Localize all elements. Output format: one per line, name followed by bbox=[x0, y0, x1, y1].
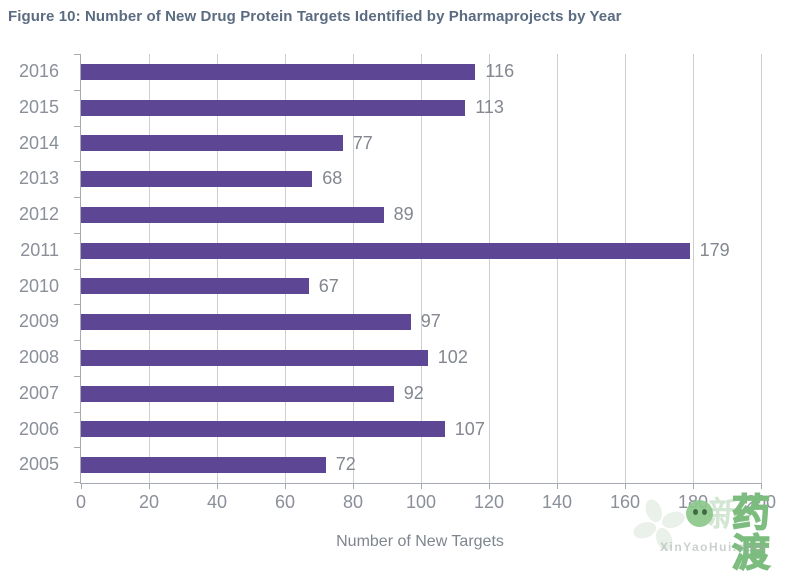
y-axis-tick bbox=[74, 304, 81, 306]
year-label: 2009 bbox=[18, 311, 59, 332]
year-label: 2014 bbox=[18, 132, 59, 153]
bar bbox=[81, 171, 313, 188]
value-label: 72 bbox=[335, 454, 356, 475]
x-axis-tick-label: 120 bbox=[473, 492, 505, 512]
y-axis-tick bbox=[74, 375, 81, 377]
value-label: 89 bbox=[393, 204, 414, 224]
year-label: 2012 bbox=[18, 204, 59, 224]
x-axis-title: Number of New Targets bbox=[336, 533, 504, 550]
value-label: 116 bbox=[485, 61, 515, 81]
bar bbox=[81, 349, 428, 366]
year-label: 2010 bbox=[18, 275, 59, 296]
y-axis-tick bbox=[74, 161, 81, 163]
y-axis-tick bbox=[74, 268, 81, 270]
x-axis-tick bbox=[216, 483, 218, 489]
bar-row: 2012 89 bbox=[19, 197, 761, 233]
bar-row: 2007 92 bbox=[19, 376, 761, 412]
gridline bbox=[148, 54, 150, 483]
year-label: 2007 bbox=[18, 382, 59, 403]
y-axis-tick bbox=[74, 482, 81, 483]
value-label: 67 bbox=[318, 275, 339, 296]
x-axis-tick bbox=[488, 483, 490, 489]
bar-row: 2015 113 bbox=[19, 90, 761, 126]
bar bbox=[81, 278, 309, 295]
gridline bbox=[352, 54, 354, 483]
bar-row: 2005 72 bbox=[19, 447, 761, 483]
bar bbox=[81, 385, 394, 402]
value-label: 77 bbox=[352, 132, 373, 153]
plot-area: 0 20 40 60 80 100 120 140 160 180 200 2016 116 2015 11… bbox=[19, 54, 776, 512]
value-label: 97 bbox=[420, 311, 441, 332]
x-axis-tick bbox=[352, 483, 354, 489]
x-axis-tick bbox=[420, 483, 422, 489]
x-axis-tick-label: 20 bbox=[138, 492, 160, 512]
y-axis-tick bbox=[74, 411, 81, 413]
bar-row: 2008 102 bbox=[19, 340, 761, 376]
gridline bbox=[692, 54, 694, 483]
y-axis-tick bbox=[74, 447, 81, 449]
bar bbox=[81, 314, 411, 331]
year-label: 2005 bbox=[18, 454, 59, 475]
x-axis-tick-label: 80 bbox=[342, 492, 364, 512]
year-label: 2008 bbox=[18, 347, 59, 367]
x-axis-tick bbox=[760, 483, 762, 489]
bar-row: 2010 67 bbox=[19, 269, 761, 305]
value-label: 113 bbox=[475, 96, 504, 117]
x-axis-tick-label: 40 bbox=[206, 492, 228, 512]
bar bbox=[81, 421, 445, 438]
x-axis-tick-label: 0 bbox=[75, 492, 87, 512]
x-axis-tick bbox=[284, 483, 286, 489]
value-label: 107 bbox=[454, 418, 485, 439]
year-label: 2011 bbox=[20, 239, 59, 260]
y-axis-tick bbox=[74, 197, 81, 198]
bar-row: 2013 68 bbox=[19, 161, 761, 197]
value-label: 68 bbox=[322, 168, 343, 189]
gridline bbox=[488, 54, 490, 483]
x-axis-tick-label: 60 bbox=[274, 492, 296, 512]
bar bbox=[81, 242, 690, 259]
x-axis-tick bbox=[81, 483, 82, 489]
bar bbox=[81, 99, 466, 116]
bar-row: 2011 179 bbox=[20, 233, 761, 269]
gridline bbox=[760, 54, 762, 483]
gridline bbox=[216, 54, 218, 483]
x-axis-tick-label: 180 bbox=[677, 492, 709, 512]
watermark-brand-prefix: 新 bbox=[708, 496, 742, 534]
value-label: 92 bbox=[403, 382, 424, 403]
y-axis-tick bbox=[74, 89, 81, 91]
x-axis-tick bbox=[556, 483, 558, 489]
figure-title: Figure 10: Number of New Drug Protein Ta… bbox=[8, 8, 622, 25]
x-axis-tick bbox=[624, 483, 626, 489]
value-label: 102 bbox=[437, 347, 468, 367]
year-label: 2013 bbox=[18, 168, 59, 189]
bar bbox=[81, 457, 326, 474]
year-label: 2006 bbox=[18, 418, 59, 439]
y-axis-tick bbox=[74, 232, 81, 234]
x-axis-tick bbox=[692, 483, 694, 489]
x-axis-tick-label: 160 bbox=[609, 492, 641, 512]
gridline bbox=[284, 54, 286, 483]
gridline bbox=[556, 54, 558, 483]
year-label: 2015 bbox=[18, 96, 59, 117]
x-axis-tick-label: 100 bbox=[405, 492, 437, 512]
bar-row: 2009 97 bbox=[19, 304, 761, 340]
year-label: 2016 bbox=[18, 61, 59, 81]
bar bbox=[81, 63, 476, 80]
y-axis-tick bbox=[74, 54, 81, 55]
bar-row: 2006 107 bbox=[19, 412, 761, 448]
bar bbox=[81, 135, 343, 152]
bar-row: 2016 116 bbox=[19, 54, 761, 90]
bar-row: 2014 77 bbox=[19, 126, 761, 162]
y-axis-tick bbox=[74, 340, 81, 341]
y-axis-tick bbox=[74, 125, 81, 127]
gridline bbox=[420, 54, 422, 483]
gridline bbox=[624, 54, 626, 483]
bar bbox=[81, 206, 384, 223]
x-axis-tick-label: 140 bbox=[541, 492, 573, 512]
value-label: 179 bbox=[699, 239, 730, 260]
x-axis-tick-label: 200 bbox=[745, 492, 777, 512]
x-axis-tick bbox=[148, 483, 150, 489]
